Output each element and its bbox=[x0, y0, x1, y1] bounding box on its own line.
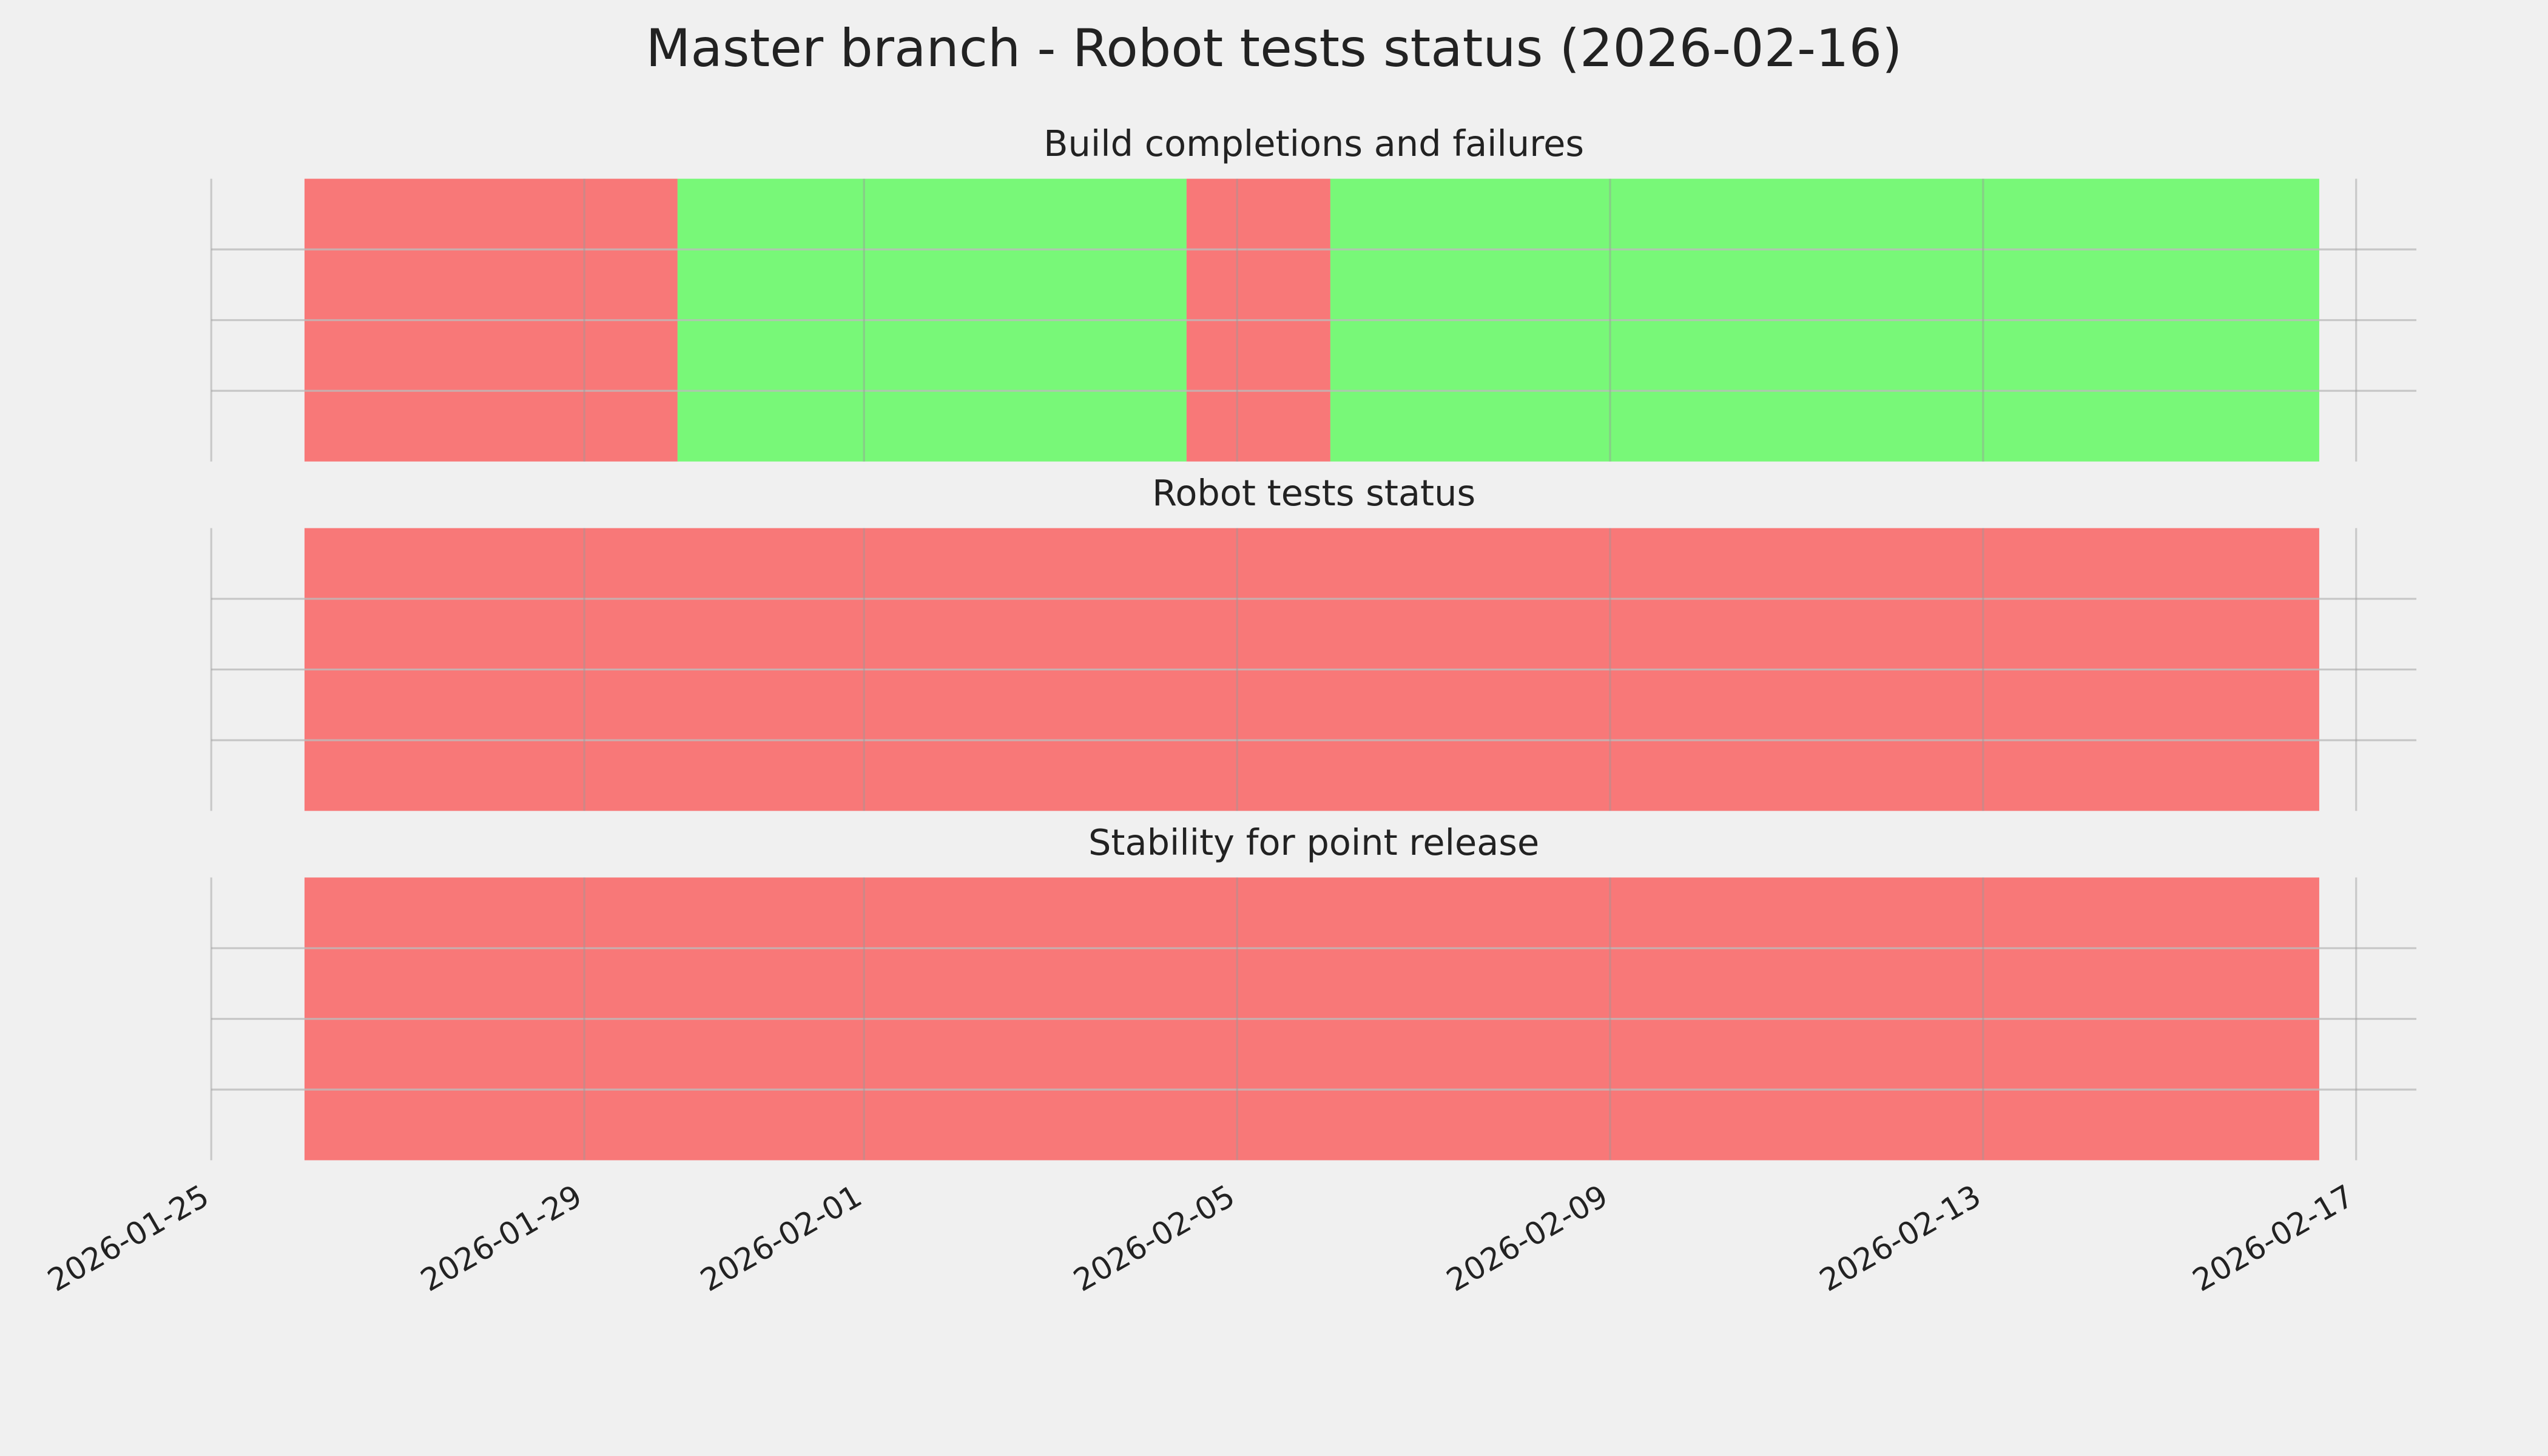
chart-title: Master branch - Robot tests status (2026… bbox=[645, 18, 1902, 79]
subplot-title: Stability for point release bbox=[1088, 821, 1539, 863]
subplot-title: Build completions and failures bbox=[1043, 123, 1584, 164]
subplot-title: Robot tests status bbox=[1152, 472, 1475, 514]
